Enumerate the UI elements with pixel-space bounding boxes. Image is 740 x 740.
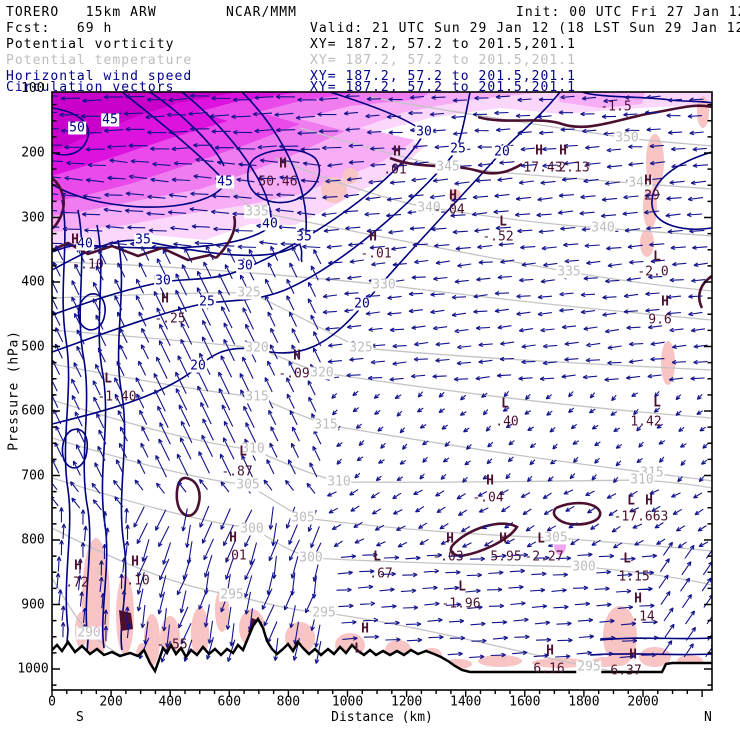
model-title: TORERO 15km ARW xyxy=(6,5,157,20)
field-2-xy: XY= 187.2, 57.2 to 201.5,201.1 xyxy=(310,53,576,68)
field-2-label: Potential temperature xyxy=(6,53,193,68)
field-1-xy: XY= 187.2, 57.2 to 201.5,201.1 xyxy=(310,37,576,52)
forecast-hour: Fcst: 69 h xyxy=(6,21,113,36)
field-1-label: Potential vorticity xyxy=(6,37,175,52)
x-axis-title: Distance (km) xyxy=(331,710,433,725)
field-3-label: Horizontal wind speed xyxy=(6,69,193,84)
init-time: Init: 00 UTC Fri 27 Jan 12 xyxy=(516,5,740,20)
y-tick-100: 100 xyxy=(21,81,45,96)
valid-time: Valid: 21 UTC Sun 29 Jan 12 (18 LST Sun … xyxy=(310,21,740,36)
south-end-label: S xyxy=(76,710,84,725)
y-axis-title: Pressure (hPa) xyxy=(6,330,22,451)
field-3-xy: XY= 187.2, 57.2 to 201.5,201.1 xyxy=(310,69,576,84)
center-name: NCAR/MMM xyxy=(226,5,297,20)
north-end-label: N xyxy=(704,710,712,725)
